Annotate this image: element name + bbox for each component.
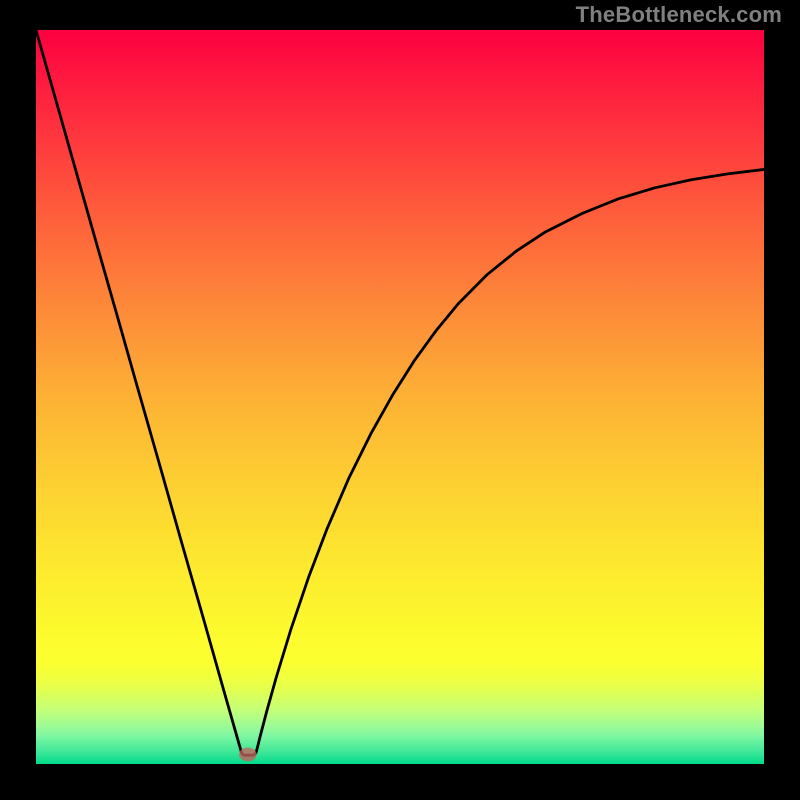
chart-svg [0,0,800,800]
gradient-background [36,30,764,764]
watermark-text: TheBottleneck.com [576,2,782,28]
chart-container: TheBottleneck.com [0,0,800,800]
optimal-point-marker [239,747,256,761]
